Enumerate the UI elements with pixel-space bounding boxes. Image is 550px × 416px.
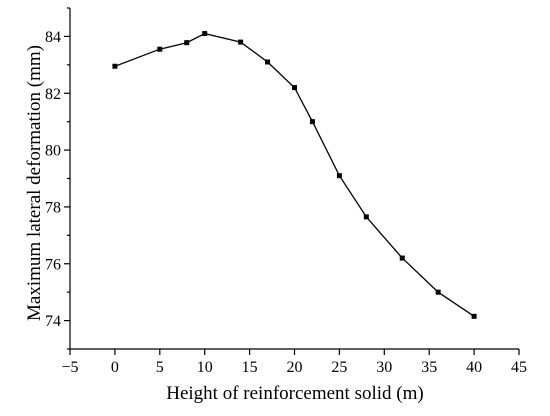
x-tick-label: 30: [376, 359, 392, 376]
x-tick-label: 35: [421, 359, 437, 376]
y-tick-label: 82: [45, 86, 61, 103]
x-tick-label: 20: [287, 359, 303, 376]
data-point-marker: [399, 255, 405, 261]
plot-frame: [69, 8, 519, 350]
x-tick-label: 45: [511, 359, 527, 376]
x-tick-label: 40: [466, 359, 482, 376]
y-tick-label: 80: [45, 143, 61, 160]
series-line: [114, 32, 475, 317]
x-tick-label: 10: [197, 359, 213, 376]
y-tick-label: 84: [45, 29, 61, 46]
x-axis-title: Height of reinforcement solid (m): [166, 383, 423, 404]
data-point-marker: [471, 313, 477, 319]
series-group: [112, 31, 477, 319]
data-point-marker: [112, 63, 118, 69]
data-point-marker: [309, 119, 315, 125]
x-tick-label: 25: [331, 359, 347, 376]
data-point-marker: [292, 85, 297, 91]
data-point-marker: [238, 39, 244, 45]
y-tick-label: 76: [45, 256, 61, 273]
x-tick-label: 15: [242, 359, 258, 376]
y-tick-label: 78: [45, 199, 61, 216]
x-tick-label: 5: [156, 359, 164, 376]
data-point-marker: [265, 59, 271, 65]
data-point-marker: [202, 31, 208, 37]
x-tick-label: −5: [61, 359, 78, 376]
data-point-marker: [157, 46, 163, 52]
data-point-marker: [336, 173, 342, 179]
data-point-marker: [435, 289, 441, 295]
x-tick-label: 0: [111, 359, 119, 376]
y-tick-label: 74: [45, 313, 61, 330]
y-axis-title: Maximum lateral deformation (mm): [24, 45, 45, 321]
data-point-marker: [184, 40, 190, 46]
x-axis-ticks: −5 0 5 10 15 20 25 30 35 40 45: [61, 349, 527, 376]
y-axis-ticks: 74 76 78 80 82 84: [45, 7, 70, 350]
data-point-marker: [363, 214, 369, 220]
